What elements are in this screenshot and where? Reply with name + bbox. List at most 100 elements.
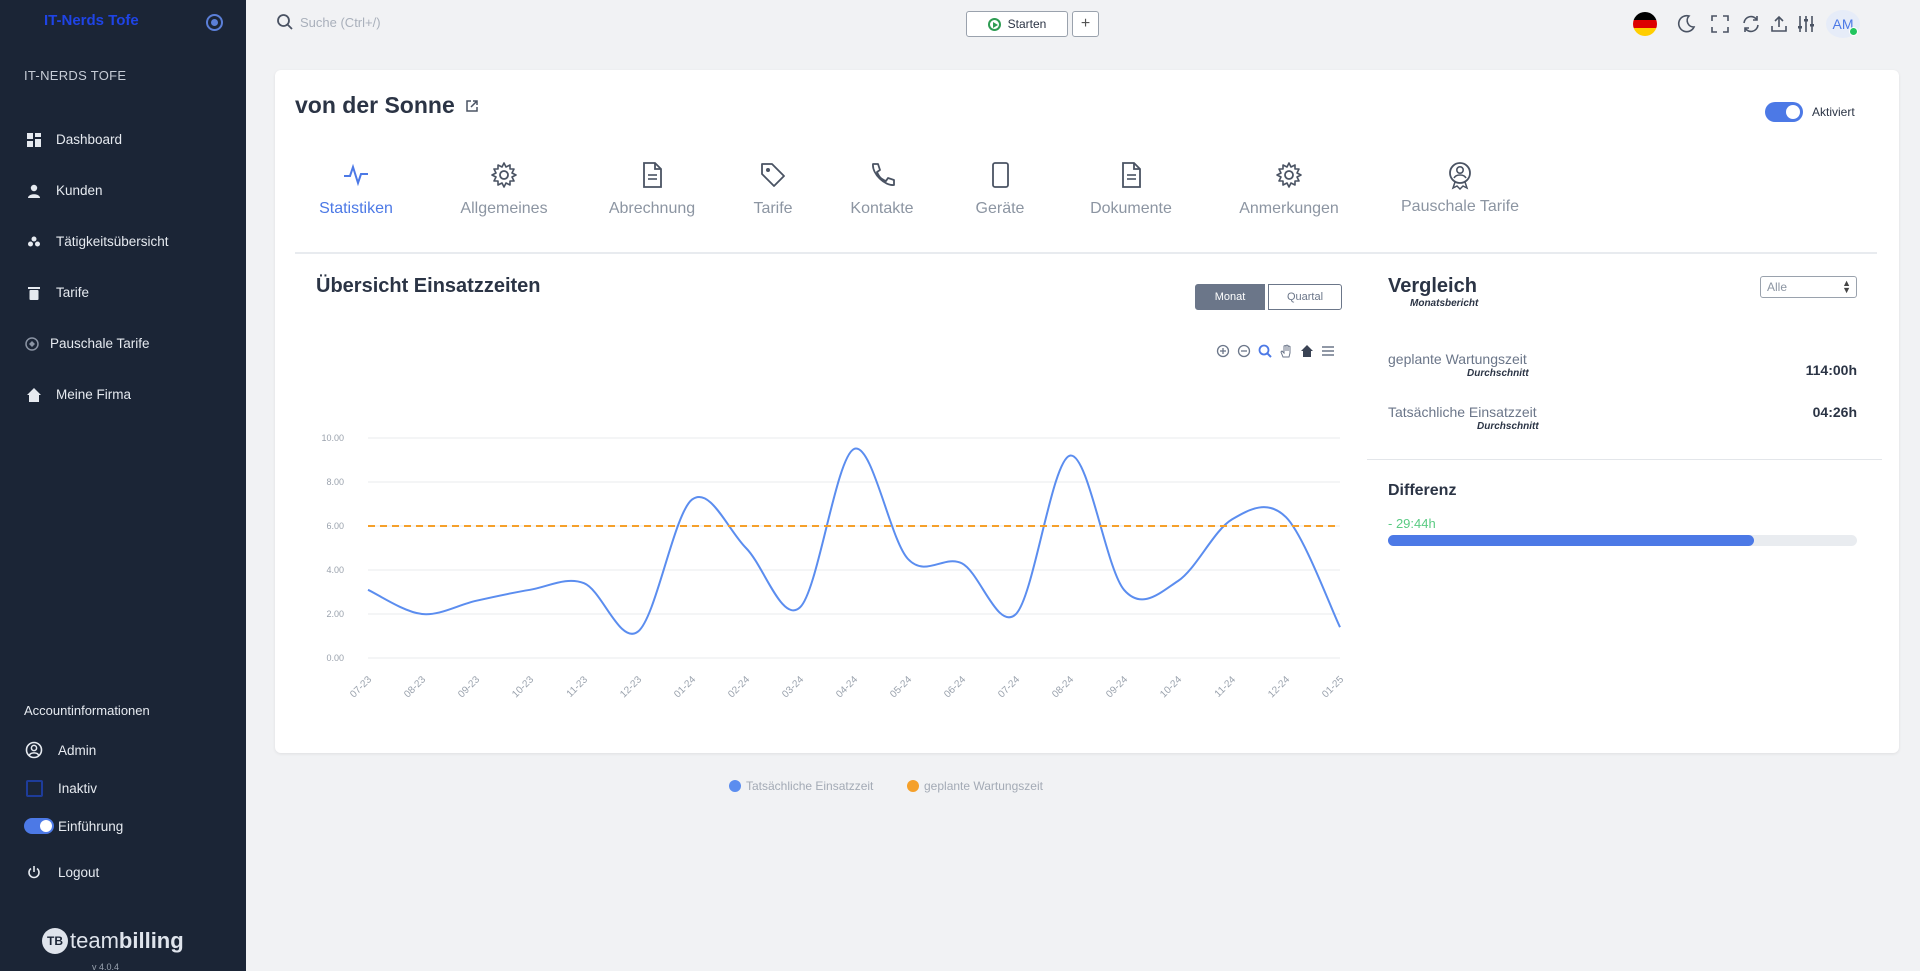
account-item-einfuehrung[interactable]: Einführung bbox=[0, 807, 246, 845]
customer-active-toggle[interactable]: Aktiviert bbox=[1765, 102, 1855, 122]
customer-tabs: Statistiken Allgemeines Abrechnung Tarif… bbox=[275, 160, 1899, 256]
zoom-in-icon[interactable] bbox=[1212, 344, 1233, 358]
tab-label: Geräte bbox=[975, 200, 1025, 217]
chart-y-axis: 10.00 8.00 6.00 4.00 2.00 0.00 bbox=[321, 433, 344, 663]
fullscreen-icon[interactable] bbox=[1710, 10, 1730, 38]
intro-toggle[interactable] bbox=[24, 818, 54, 834]
x-tick-label: 02-24 bbox=[726, 674, 752, 700]
x-tick-label: 09-24 bbox=[1104, 674, 1130, 700]
document-icon bbox=[1084, 160, 1178, 190]
selection-zoom-icon[interactable] bbox=[1254, 344, 1275, 358]
tablet-icon bbox=[973, 160, 1027, 190]
gear-icon bbox=[1231, 160, 1347, 190]
x-tick-label: 12-23 bbox=[618, 674, 644, 700]
refresh-icon[interactable] bbox=[1740, 10, 1762, 38]
toggle-switch[interactable] bbox=[1765, 102, 1803, 122]
dark-mode-moon-icon[interactable] bbox=[1676, 10, 1696, 38]
tab-label: Kontakte bbox=[850, 200, 914, 217]
reset-home-icon[interactable] bbox=[1296, 344, 1317, 358]
tab-allgemeines[interactable]: Allgemeines bbox=[451, 160, 557, 218]
x-tick-label: 10-24 bbox=[1158, 674, 1184, 700]
tab-label: Tarife bbox=[753, 200, 793, 217]
dashboard-icon bbox=[26, 132, 42, 148]
sidebar-item-pauschale-tarife[interactable]: Pauschale Tarife bbox=[0, 318, 246, 369]
comparison-filter-select[interactable]: Alle ▲ ▼ bbox=[1760, 276, 1857, 298]
account-item-label: Admin bbox=[58, 742, 97, 758]
account-item-logout[interactable]: Logout bbox=[0, 853, 246, 891]
y-tick-label: 8.00 bbox=[326, 477, 344, 487]
brand-name[interactable]: IT-Nerds Tofe bbox=[44, 12, 139, 29]
y-tick-label: 6.00 bbox=[326, 521, 344, 531]
sidebar-item-dashboard[interactable]: Dashboard bbox=[0, 114, 246, 165]
power-icon bbox=[24, 863, 44, 881]
start-timer-button[interactable]: Starten bbox=[966, 11, 1068, 37]
global-search[interactable]: Suche (Ctrl+/) bbox=[276, 13, 381, 31]
period-quarter-button[interactable]: Quartal bbox=[1268, 284, 1342, 310]
y-tick-label: 2.00 bbox=[326, 609, 344, 619]
activity-icon bbox=[313, 160, 399, 190]
language-flag-de-icon[interactable] bbox=[1632, 10, 1658, 38]
sidebar-item-tarife[interactable]: Tarife bbox=[0, 267, 246, 318]
tag-icon bbox=[745, 160, 801, 190]
tab-anmerkungen[interactable]: Anmerkungen bbox=[1231, 160, 1347, 218]
tab-abrechnung[interactable]: Abrechnung bbox=[602, 160, 702, 218]
tab-tarife[interactable]: Tarife bbox=[745, 160, 801, 218]
y-tick-label: 0.00 bbox=[326, 653, 344, 663]
tab-label: Pauschale Tarife bbox=[1401, 198, 1519, 215]
add-timer-button[interactable]: + bbox=[1072, 11, 1099, 37]
sidebar-item-label: Tätigkeitsübersicht bbox=[56, 234, 169, 249]
logo-mark-icon: TB bbox=[42, 928, 68, 954]
legend-label-0: Tatsächliche Einsatzzeit bbox=[746, 779, 874, 793]
tab-statistiken[interactable]: Statistiken bbox=[313, 160, 399, 218]
sidebar-item-kunden[interactable]: Kunden bbox=[0, 165, 246, 216]
tab-kontakte[interactable]: Kontakte bbox=[842, 160, 922, 218]
difference-progress-fill bbox=[1388, 535, 1754, 546]
tab-label: Dokumente bbox=[1090, 200, 1172, 217]
tab-label: Allgemeines bbox=[460, 200, 548, 217]
zoom-out-icon[interactable] bbox=[1233, 344, 1254, 358]
inactive-box-icon bbox=[24, 779, 44, 797]
upload-icon[interactable] bbox=[1770, 10, 1788, 38]
user-avatar[interactable]: AM bbox=[1826, 10, 1860, 38]
user-circle-icon bbox=[24, 741, 44, 759]
external-link-icon[interactable] bbox=[465, 99, 479, 113]
y-tick-label: 4.00 bbox=[326, 565, 344, 575]
comparison-title: Vergleich bbox=[1388, 275, 1477, 297]
tab-dokumente[interactable]: Dokumente bbox=[1084, 160, 1178, 218]
trash-icon bbox=[26, 285, 42, 301]
x-tick-label: 03-24 bbox=[780, 674, 806, 700]
account-item-admin[interactable]: Admin bbox=[0, 731, 246, 769]
tab-label: Abrechnung bbox=[608, 200, 696, 217]
sidebar-item-meine-firma[interactable]: Meine Firma bbox=[0, 369, 246, 420]
planned-time-value: 114:00h bbox=[1805, 362, 1857, 378]
user-icon bbox=[26, 183, 42, 199]
chart-toolbar bbox=[1212, 344, 1338, 358]
sidebar-item-label: Kunden bbox=[56, 183, 103, 198]
x-tick-label: 06-24 bbox=[942, 674, 968, 700]
user-badge-icon bbox=[1395, 160, 1525, 191]
sidebar-item-label: Pauschale Tarife bbox=[50, 336, 150, 351]
account-item-inaktiv[interactable]: Inaktiv bbox=[0, 769, 246, 807]
x-tick-label: 04-24 bbox=[834, 674, 860, 700]
period-month-button[interactable]: Monat bbox=[1195, 284, 1265, 310]
tab-label: Statistiken bbox=[319, 200, 393, 217]
account-item-label: Inaktiv bbox=[58, 780, 98, 796]
chart-x-axis: 07-23 08-23 09-23 10-23 11-23 12-23 01-24 02-24… bbox=[348, 674, 1346, 700]
pan-hand-icon[interactable] bbox=[1275, 344, 1296, 358]
document-icon bbox=[602, 160, 702, 190]
difference-title: Differenz bbox=[1388, 482, 1457, 499]
menu-icon[interactable] bbox=[1317, 344, 1338, 358]
settings-sliders-icon[interactable] bbox=[1796, 10, 1816, 38]
planned-time-sub: Durchschnitt bbox=[1467, 368, 1529, 379]
x-tick-label: 09-23 bbox=[456, 674, 482, 700]
x-tick-label: 01-24 bbox=[672, 674, 698, 700]
legend-marker-1 bbox=[907, 780, 919, 792]
customer-card: von der Sonne Aktiviert Statistiken Allg… bbox=[275, 70, 1899, 793]
sidebar-nav: Dashboard Kunden Tätigkeitsübersicht Tar… bbox=[0, 114, 246, 420]
account-section-title: Accountinformationen bbox=[24, 703, 150, 718]
comparison-filter-value: Alle bbox=[1767, 280, 1788, 294]
sidebar-collapse-icon[interactable] bbox=[206, 14, 223, 31]
sidebar-item-taetigkeiten[interactable]: Tätigkeitsübersicht bbox=[0, 216, 246, 267]
tab-geraete[interactable]: Geräte bbox=[973, 160, 1027, 218]
tab-pauschale-tarife[interactable]: Pauschale Tarife bbox=[1395, 160, 1525, 216]
